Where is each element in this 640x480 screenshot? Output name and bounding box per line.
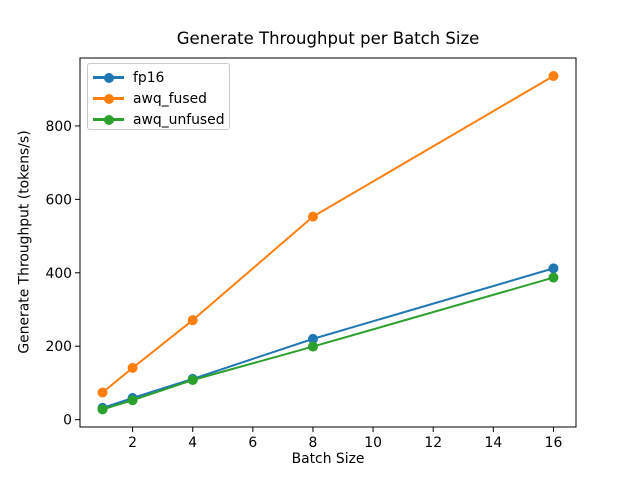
data-point-awq_fused-x4: [187, 315, 198, 326]
data-point-fp16-x8: [307, 333, 318, 344]
x-tick-label: 2: [128, 435, 137, 451]
y-tick-label: 400: [45, 266, 72, 282]
x-tick-label: 6: [248, 435, 257, 451]
x-tick-label: 8: [309, 435, 318, 451]
data-point-awq_fused-x16: [548, 70, 559, 81]
data-point-awq_unfused-x16: [548, 272, 559, 283]
legend-entry-awq-fused: awq_fused: [93, 88, 229, 109]
y-tick-label: 0: [63, 413, 72, 429]
series-line-awq_unfused: [101, 276, 555, 411]
x-axis-label: Batch Size: [291, 451, 365, 467]
data-point-awq_fused-x8: [307, 211, 318, 222]
y-tick-label: 200: [45, 339, 72, 355]
y-axis-label: Generate Throughput (tokens/s): [17, 130, 34, 354]
x-tick-label: 16: [545, 435, 563, 451]
legend-entry-awq-unfused: awq_unfused: [93, 109, 229, 130]
legend-line-marker-icon: [93, 93, 124, 104]
x-tick-label: 12: [424, 435, 442, 451]
legend-line-marker-icon: [93, 72, 124, 83]
legend: fp16 awq_fused awq_unfused: [87, 63, 230, 130]
x-tick-label: 4: [188, 435, 197, 451]
legend-label: fp16: [133, 69, 165, 86]
legend-line-marker-icon: [93, 114, 124, 125]
legend-entry-fp16: fp16: [93, 67, 229, 88]
legend-label: awq_unfused: [133, 111, 225, 128]
data-point-awq_unfused-x8: [307, 341, 318, 352]
data-point-awq_fused-x2: [127, 362, 138, 373]
data-point-awq_fused-x1: [97, 387, 108, 398]
y-tick-label: 600: [45, 192, 72, 208]
data-point-fp16-x16: [548, 263, 559, 274]
data-point-awq_unfused-x2: [127, 395, 138, 406]
axes-spines: [79, 57, 577, 428]
y-tick-label: 800: [45, 119, 72, 135]
data-point-awq_unfused-x1: [97, 404, 108, 415]
data-point-awq_unfused-x4: [187, 375, 198, 386]
x-tick-label: 14: [484, 435, 502, 451]
legend-label: awq_fused: [133, 90, 207, 107]
x-tick-label: 10: [364, 435, 382, 451]
chart-title: Generate Throughput per Batch Size: [176, 29, 480, 48]
